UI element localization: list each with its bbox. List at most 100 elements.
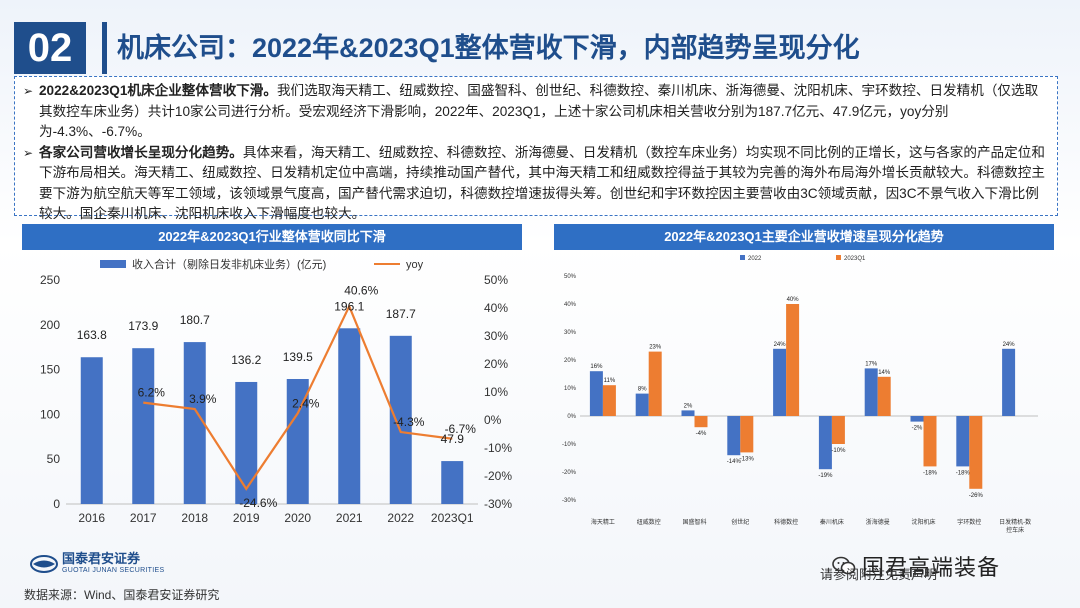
summary-item-2-heading: 各家公司营收增长呈现分化趋势。: [39, 144, 243, 160]
revenue-bar: [132, 348, 155, 504]
legend-label-yoy: yoy: [406, 259, 424, 271]
x-tick-label: 2021: [336, 511, 363, 524]
legend-swatch-2023q1: [836, 255, 841, 260]
bar-2023q1: [648, 351, 662, 416]
y-right-tick-label: 30%: [484, 329, 508, 343]
x-tick-label: 2016: [78, 511, 105, 524]
yoy-line: [143, 303, 453, 491]
bar-2022: [727, 416, 741, 456]
y-right-tick-label: 10%: [484, 385, 508, 399]
bar-2023q1: [786, 304, 800, 416]
yoy-value-label: 3.9%: [189, 392, 217, 406]
y-right-tick-label: 20%: [484, 357, 508, 371]
y-tick-label: 50%: [564, 274, 577, 280]
revenue-bar: [80, 357, 103, 504]
watermark-text: 国君高端装备: [862, 555, 1001, 580]
y-tick-label: 30%: [564, 330, 577, 336]
bar-2022: [681, 410, 695, 416]
logo-name-en: GUOTAI JUNAN SECURITIES: [62, 567, 165, 574]
value-label-2022: 24%: [1003, 342, 1016, 348]
summary-item-2-text: 具体来看，海天精工、纽威数控、科德数控、浙海德曼、日发精机（数控车床业务）均实现…: [39, 144, 1045, 222]
revenue-value-label: 180.7: [180, 313, 210, 327]
summary-item-1: ➢ 2022&2023Q1机床企业整体营收下滑。我们选取海天精工、纽威数控、国盛…: [23, 81, 1049, 143]
revenue-value-label: 187.7: [386, 307, 416, 321]
y-left-tick-label: 100: [40, 407, 60, 421]
value-label-2022: 2%: [684, 403, 693, 409]
y-right-tick-label: -20%: [484, 469, 512, 483]
y-tick-label: 40%: [564, 302, 577, 308]
bar-2023q1: [740, 416, 754, 453]
watermark-sub: 请参阅附注免责声明: [820, 567, 938, 582]
x-tick-label: 宇环数控: [957, 518, 981, 526]
right-chart-title: 2022年&2023Q1主要企业营收增速呈现分化趋势: [554, 224, 1054, 250]
y-right-tick-label: 50%: [484, 273, 508, 287]
industry-revenue-chart: 2022年&2023Q1行业整体营收同比下滑 收入合计（剔除日发非机床业务）(亿…: [22, 224, 522, 524]
x-tick-label: 2022: [387, 511, 414, 524]
bar-2023q1: [831, 416, 845, 444]
value-label-2022: 8%: [638, 387, 647, 393]
legend-label-2023q1: 2023Q1: [844, 256, 866, 262]
y-tick-label: -30%: [562, 498, 577, 504]
x-tick-label: 2018: [181, 511, 208, 524]
company-growth-chart: 2022年&2023Q1主要企业营收增速呈现分化趋势 2022 2023Q1 -30…: [554, 224, 1054, 550]
x-tick-label: 2017: [130, 511, 157, 524]
bar-2022: [635, 393, 649, 416]
bar-2022: [910, 416, 924, 422]
y-right-tick-label: -10%: [484, 441, 512, 455]
value-label-2022: -19%: [818, 473, 833, 479]
y-left-tick-label: 250: [40, 273, 60, 287]
bar-2022: [956, 416, 970, 467]
bar-2022: [818, 416, 832, 470]
revenue-bar: [286, 379, 309, 504]
value-label-2023q1: -26%: [969, 493, 984, 499]
bullet-arrow-icon: ➢: [23, 145, 34, 160]
bar-2022: [589, 371, 603, 416]
value-label-2022: 16%: [590, 364, 603, 370]
revenue-bar: [338, 328, 361, 504]
revenue-value-label: 196.1: [334, 299, 364, 313]
value-label-2022: -18%: [956, 470, 971, 476]
bar-2022: [773, 348, 787, 416]
revenue-value-label: 139.5: [283, 350, 313, 364]
wechat-icon: [832, 556, 856, 575]
x-tick-label: 浙海德曼: [866, 518, 890, 526]
y-right-tick-label: 0%: [484, 413, 502, 427]
x-tick-label: 海天精工: [591, 518, 615, 526]
yoy-value-label: -6.7%: [445, 422, 477, 436]
logo-name: 国泰君安证券: [62, 551, 141, 566]
bullet-arrow-icon: ➢: [23, 84, 34, 98]
legend-label-revenue: 收入合计（剔除日发非机床业务）(亿元): [132, 257, 326, 271]
value-label-2023q1: 11%: [604, 378, 616, 384]
y-tick-label: 0%: [567, 414, 576, 420]
yoy-value-label: -24.6%: [239, 496, 277, 510]
summary-item-1-text: 我们选取海天精工、纽威数控、国盛智科、创世纪、科德数控、秦川机床、浙海德曼、沈阳…: [39, 83, 1039, 139]
bar-2022: [864, 368, 878, 416]
value-label-2022: -14%: [727, 459, 742, 465]
y-left-tick-label: 50: [47, 452, 61, 466]
bar-2023q1: [877, 376, 891, 416]
left-chart-title: 2022年&2023Q1行业整体营收同比下滑: [22, 224, 522, 250]
y-tick-label: 20%: [564, 358, 577, 364]
revenue-bar: [235, 381, 258, 504]
value-label-2023q1: -13%: [740, 456, 755, 462]
x-tick-label: 2020: [284, 511, 311, 524]
value-label-2022: 24%: [774, 342, 787, 348]
yoy-value-label: 2.4%: [292, 396, 320, 410]
value-label-2023q1: 14%: [878, 370, 891, 376]
yoy-value-label: 40.6%: [344, 283, 378, 297]
yoy-value-label: 6.2%: [138, 386, 166, 400]
x-tick-label: 2023Q1: [431, 511, 474, 524]
value-label-2022: 17%: [865, 361, 878, 367]
value-label-2023q1: -4%: [696, 431, 707, 437]
x-tick-label: 2019: [233, 511, 260, 524]
company-growth-svg: 2022 2023Q1 -30% -20% -10% 0% 10% 20% 30% 40% 50% 1…: [562, 255, 1038, 534]
value-label-2022: -2%: [912, 426, 923, 432]
revenue-bar: [183, 342, 206, 504]
data-source: 数据来源：Wind、国泰君安证券研究: [24, 588, 220, 602]
x-tick-label: 日发精机-数控车床: [999, 518, 1031, 534]
value-label-2023q1: -18%: [923, 470, 938, 476]
y-tick-label: -20%: [562, 470, 577, 476]
y-tick-label: 10%: [564, 386, 577, 392]
revenue-bar: [441, 461, 464, 504]
y-left-tick-label: 200: [40, 318, 60, 332]
